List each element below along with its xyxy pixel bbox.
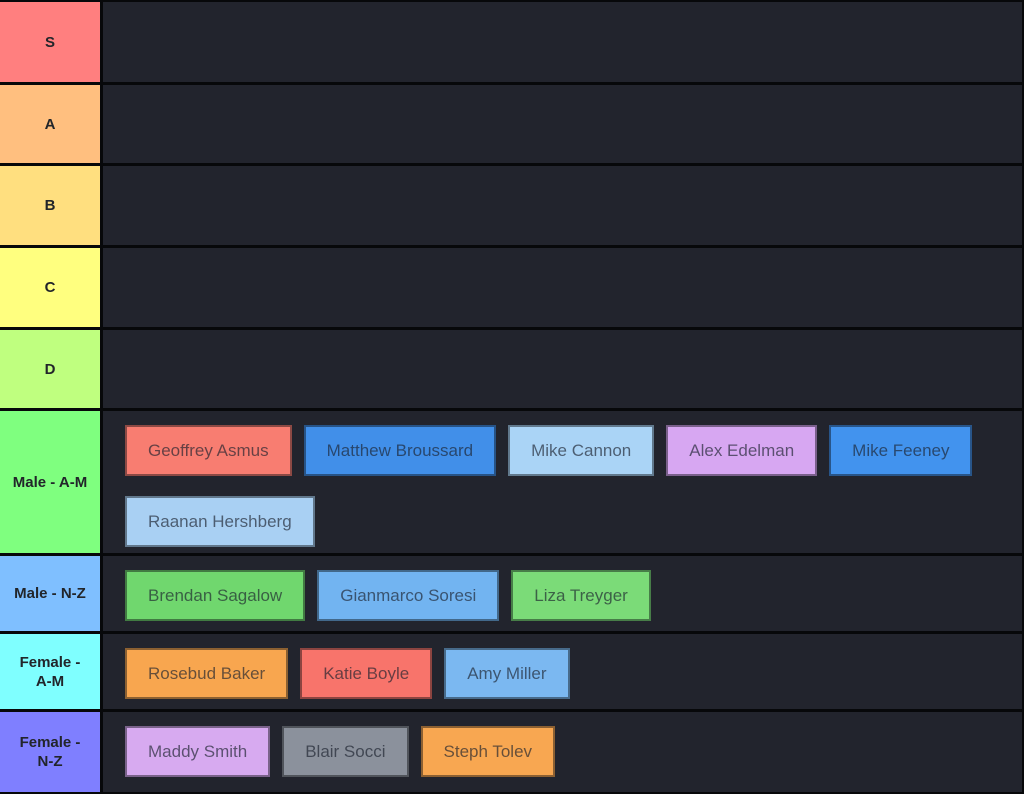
tier-label: Female - A-M — [0, 634, 100, 709]
tier-label: C — [0, 248, 100, 327]
tier-label-text: S — [44, 33, 55, 51]
tier-dropzone-female-n-z[interactable]: Maddy Smith Blair Socci Steph Tolev — [103, 712, 1022, 792]
tier-item[interactable]: Rosebud Baker — [125, 648, 289, 699]
tier-item[interactable]: Brendan Sagalow — [125, 570, 306, 621]
tier-row-male-n-z: Male - N-Z Brendan Sagalow Gianmarco Sore… — [0, 556, 1022, 631]
tier-row-female-a-m: Female - A-M Rosebud Baker Katie Boyle Amy… — [0, 634, 1022, 709]
tier-dropzone-d[interactable] — [103, 330, 1022, 408]
tier-item[interactable]: Raanan Hershberg — [125, 496, 315, 547]
tier-item[interactable]: Mike Cannon — [508, 425, 655, 476]
tier-dropzone-male-a-m[interactable]: Geoffrey Asmus Matthew Broussard Mike Cann… — [103, 411, 1022, 553]
tier-dropzone-female-a-m[interactable]: Rosebud Baker Katie Boyle Amy Miller — [103, 634, 1022, 709]
tier-label-text: Female - N-Z — [19, 734, 81, 770]
tier-item[interactable]: Amy Miller — [444, 648, 570, 699]
tier-item[interactable]: Liza Treyger — [511, 570, 651, 621]
tier-item[interactable]: Steph Tolev — [420, 726, 556, 777]
tier-label: Female - N-Z — [0, 712, 100, 792]
tier-label-text: B — [44, 197, 56, 214]
tier-item[interactable]: Matthew Broussard — [303, 425, 497, 476]
tier-label: Male - N-Z — [0, 556, 100, 631]
tier-row-male-a-m: Male - A-M Geoffrey Asmus Matthew Broussa… — [0, 411, 1022, 553]
tier-item[interactable]: Alex Edelman — [666, 425, 818, 476]
tier-item[interactable]: Blair Socci — [282, 726, 409, 777]
tier-label: S — [0, 2, 100, 82]
tier-row-a: A — [0, 85, 1022, 163]
tier-row-d: D — [0, 330, 1022, 408]
tier-label-text: Female - A-M — [19, 653, 81, 690]
tier-dropzone-male-n-z[interactable]: Brendan Sagalow Gianmarco Soresi Liza Trey… — [103, 556, 1022, 631]
tier-label: B — [0, 166, 100, 245]
tier-label-text: Male - N-Z — [14, 585, 86, 602]
tier-dropzone-c[interactable] — [103, 248, 1022, 327]
tier-item[interactable]: Maddy Smith — [125, 726, 271, 777]
tier-row-s: S — [0, 2, 1022, 82]
tier-dropzone-b[interactable] — [103, 166, 1022, 245]
tier-dropzone-a[interactable] — [103, 85, 1022, 163]
tier-label-text: C — [44, 279, 56, 296]
tier-label-text: D — [44, 360, 56, 378]
tier-row-b: B — [0, 166, 1022, 245]
tier-label-text: Male - A-M — [12, 473, 88, 491]
tier-dropzone-s[interactable] — [103, 2, 1022, 82]
tier-label: A — [0, 85, 100, 163]
tier-row-c: C — [0, 248, 1022, 327]
tier-item[interactable]: Gianmarco Soresi — [317, 570, 500, 621]
tier-label-text: A — [44, 115, 56, 133]
tier-label: Male - A-M — [0, 411, 100, 553]
tier-item[interactable]: Katie Boyle — [300, 648, 433, 699]
tier-row-female-n-z: Female - N-Z Maddy Smith Blair Socci Steph… — [0, 712, 1022, 792]
tier-label: D — [0, 330, 100, 408]
tier-item[interactable]: Geoffrey Asmus — [125, 425, 292, 476]
tier-item[interactable]: Mike Feeney — [829, 425, 973, 476]
